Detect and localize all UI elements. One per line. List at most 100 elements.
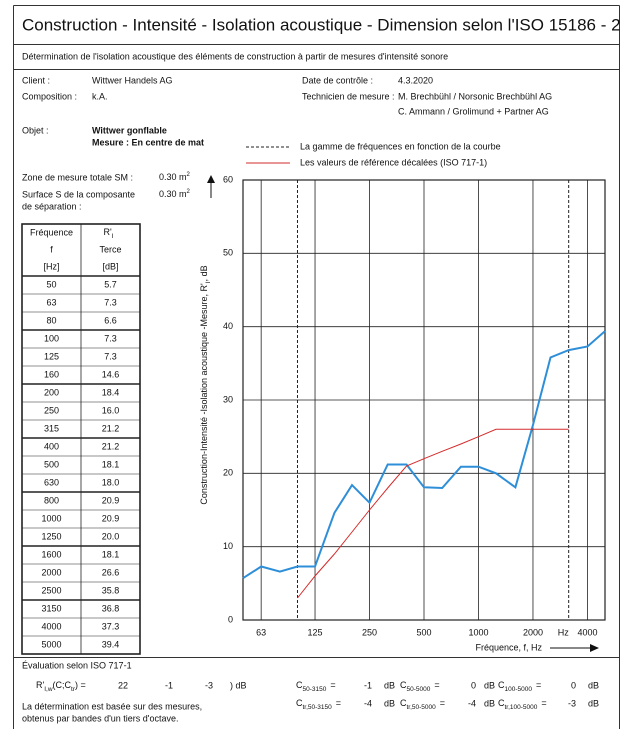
text: R'I,w(C;Ctr) = (36, 680, 86, 692)
text: R' (36, 680, 44, 690)
plot-border (242, 179, 606, 621)
x-tick-label: 63 (256, 627, 266, 637)
label: Surface S de la composante (22, 189, 135, 199)
subscript: tr,50-5000 (407, 704, 437, 711)
table-cell: 7.3 (104, 297, 117, 307)
table-cell: 36.8 (102, 603, 120, 613)
subscript: 50-3150 (303, 686, 327, 693)
text: C (498, 680, 505, 690)
label: Technicien de mesure : (302, 91, 395, 101)
table-cell: 1000 (41, 513, 61, 523)
table-border (21, 223, 141, 655)
table-cell: 100 (44, 333, 59, 343)
table-header: Fréquence (30, 227, 73, 237)
value: 0 (471, 680, 476, 690)
subscript: I,w (44, 686, 53, 693)
table-cell: 14.6 (102, 369, 120, 379)
value: 0.30 m (159, 189, 187, 199)
table-header: Terce (99, 244, 121, 254)
table-cell: 63 (46, 297, 56, 307)
value: 0.30 m2 (159, 189, 191, 200)
label: Zone de mesure totale SM : (22, 172, 133, 182)
value: 4.3.2020 (398, 75, 433, 85)
table-cell: 1250 (41, 531, 61, 541)
unit: dB (384, 698, 395, 708)
table-cell: 2000 (41, 567, 61, 577)
label: de séparation : (22, 201, 82, 211)
text: = (330, 680, 335, 690)
data-line (297, 428, 569, 599)
table-cell: 315 (44, 423, 59, 433)
table-header: f (50, 244, 53, 254)
title: Construction - Intensité - Isolation aco… (22, 15, 621, 34)
subtitle: Détermination de l'isolation acoustique … (22, 51, 448, 61)
table-header: R'I (103, 227, 113, 239)
table-cell: 2500 (41, 585, 61, 595)
table-cell: 21.2 (102, 441, 120, 451)
section-title: Évaluation selon ISO 717-1 (22, 660, 132, 670)
table-cell: 7.3 (104, 333, 117, 343)
table-cell: 7.3 (104, 351, 117, 361)
table-cell: 500 (44, 459, 59, 469)
table-cell: 200 (44, 387, 59, 397)
text: C (400, 680, 407, 690)
value: Mesure : En centre de mat (92, 137, 204, 147)
table-cell: 21.2 (102, 423, 120, 433)
y-tick-label: 10 (223, 541, 233, 551)
unit: dB (484, 680, 495, 690)
table-cell: 3150 (41, 603, 61, 613)
footnote: obtenus par bandes d'un tiers d'octave. (22, 713, 179, 723)
text: = (336, 698, 341, 708)
x-tick-label: 125 (308, 627, 323, 637)
text: Ctr,100-5000 = (498, 698, 547, 710)
table-cell: 400 (44, 441, 59, 451)
unit: dB (484, 698, 495, 708)
table-cell: 125 (44, 351, 59, 361)
table-header: [dB] (102, 261, 118, 271)
text: C (296, 680, 303, 690)
table: Fréquence f [Hz] R'I Terce [dB] 50 5.7 63 7.3 80 6.… (21, 223, 141, 655)
table-cell: 1600 (41, 549, 61, 559)
chart: 0 10 20 30 40 50 60 63 125 250 500 1000 2000 4000 Hz La… (199, 141, 606, 652)
table-cell: 20.9 (102, 513, 120, 523)
text: C (400, 698, 407, 708)
subscript: 50-5000 (407, 686, 431, 693)
unit: dB (384, 680, 395, 690)
unit: dB (588, 680, 599, 690)
text: C (296, 698, 303, 708)
table-cell: 37.3 (102, 621, 120, 631)
y-tick-label: 40 (223, 321, 233, 331)
table-cell: 250 (44, 405, 59, 415)
text: Construction-Intensité -Isolation acoust… (199, 283, 209, 505)
legend-label: Les valeurs de référence décalées (ISO 7… (300, 157, 487, 167)
subscript: I (205, 281, 212, 283)
text: C100-5000 = (498, 680, 541, 692)
text: = (541, 698, 546, 708)
x-tick-label: 250 (362, 627, 377, 637)
y-tick-label: 50 (223, 248, 233, 258)
unit: dB (588, 698, 599, 708)
unit: ) dB (230, 680, 247, 690)
text: ) = (75, 680, 86, 690)
table-cell: 5.7 (104, 279, 117, 289)
subscript: tr,50-3150 (303, 704, 333, 711)
axis-arrow (590, 644, 599, 652)
value: -3 (568, 698, 576, 708)
sup: 2 (187, 172, 191, 178)
subscript: 100-5000 (505, 686, 533, 693)
text: C50-3150 = (296, 680, 336, 692)
x-tick-label: 2000 (523, 627, 543, 637)
value: M. Brechbühl / Norsonic Brechbühl AG (398, 91, 552, 101)
text: C (498, 698, 505, 708)
text: C50-5000 = (400, 680, 440, 692)
table-cell: 20.9 (102, 495, 120, 505)
subscript: I (112, 233, 114, 240)
value: k.A. (92, 91, 108, 101)
text: Ctr,50-5000 = (400, 698, 445, 710)
text: (C;C (53, 680, 72, 690)
value: Wittwer Handels AG (92, 75, 173, 85)
text: , dB (199, 265, 209, 281)
label: Date de contrôle : (302, 75, 373, 85)
table-cell: 160 (44, 369, 59, 379)
